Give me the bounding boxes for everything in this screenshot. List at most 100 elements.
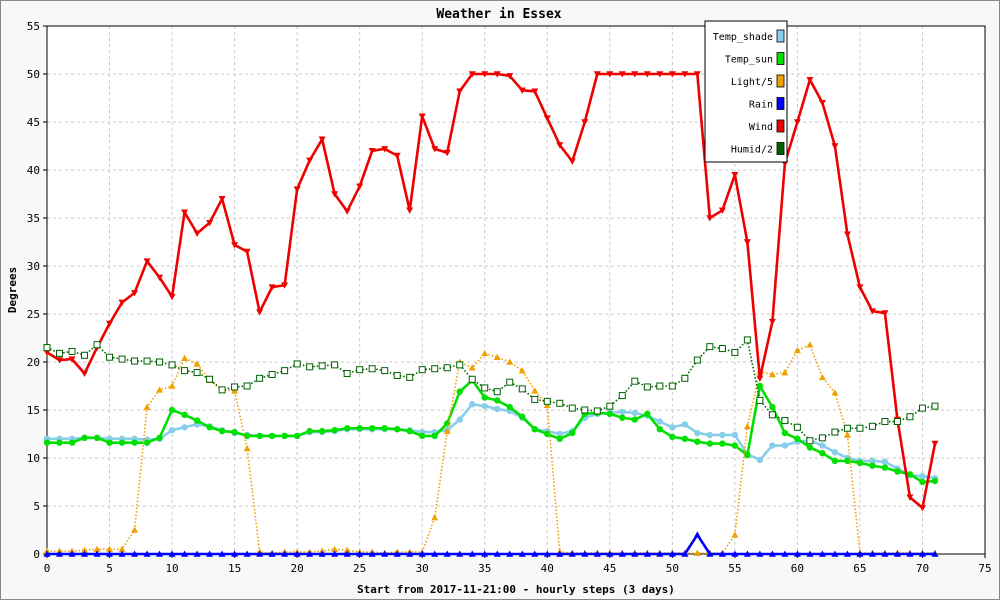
data-point: [494, 397, 501, 404]
data-point: [93, 434, 101, 442]
x-tick-label: 10: [165, 562, 178, 575]
data-point: [843, 431, 851, 438]
y-tick-label: 55: [27, 20, 40, 33]
y-tick-label: 35: [27, 212, 40, 225]
data-point: [481, 384, 489, 392]
data-point: [268, 370, 276, 378]
data-point: [556, 430, 563, 438]
legend-label: Rain: [749, 100, 773, 111]
data-point: [506, 403, 513, 411]
data-point: [806, 341, 814, 348]
data-point: [506, 378, 514, 386]
data-point: [881, 550, 889, 557]
grid: [47, 25, 986, 554]
data-point: [518, 385, 526, 393]
data-point: [331, 545, 339, 552]
data-point: [856, 284, 864, 291]
data-point: [231, 242, 239, 249]
data-point: [81, 546, 89, 553]
data-point: [456, 416, 463, 423]
data-point: [793, 550, 801, 557]
data-point: [768, 550, 776, 557]
x-tick-label: 20: [291, 562, 304, 575]
plot-area: [47, 26, 985, 554]
data-point: [393, 426, 401, 433]
y-tick-label: 0: [33, 548, 40, 561]
data-point: [719, 440, 726, 447]
data-point: [568, 550, 576, 557]
x-tick-label: 5: [106, 562, 113, 575]
data-point: [606, 550, 614, 557]
data-point: [156, 358, 164, 366]
x-tick-label: 30: [416, 562, 429, 575]
data-point: [168, 426, 176, 434]
data-point: [718, 207, 726, 214]
data-point: [844, 457, 851, 465]
data-point: [731, 172, 739, 179]
data-point: [531, 426, 538, 433]
data-point: [918, 404, 926, 412]
data-point: [544, 430, 551, 438]
x-tick-label: 50: [666, 562, 679, 575]
data-point: [743, 422, 751, 430]
data-point: [418, 113, 426, 120]
data-point: [281, 282, 289, 289]
data-point: [243, 550, 251, 557]
data-point: [256, 309, 264, 316]
data-point: [106, 439, 113, 446]
data-point: [669, 433, 676, 441]
data-point: [631, 71, 639, 78]
data-point: [43, 349, 51, 356]
data-point: [118, 545, 126, 552]
data-point: [631, 377, 639, 385]
data-point: [68, 347, 76, 355]
data-point: [931, 477, 939, 485]
data-point: [206, 375, 214, 383]
data-point: [481, 71, 489, 78]
data-point: [243, 382, 251, 390]
data-point: [619, 414, 626, 421]
data-point: [843, 424, 851, 432]
data-point: [56, 349, 64, 357]
data-point: [43, 344, 51, 352]
data-point: [919, 478, 926, 486]
data-point: [81, 351, 89, 359]
data-point: [693, 531, 701, 538]
data-point: [606, 402, 614, 410]
data-point: [868, 422, 876, 430]
data-point: [631, 550, 639, 557]
data-point: [831, 457, 839, 465]
data-point: [243, 444, 251, 452]
data-point: [268, 550, 276, 557]
legend-swatch: [776, 29, 785, 43]
data-point: [143, 357, 151, 365]
y-tick-label: 15: [27, 404, 40, 417]
data-point: [318, 550, 326, 557]
data-point: [356, 425, 363, 432]
data-point: [381, 550, 389, 557]
data-point: [419, 432, 426, 440]
x-tick-label: 65: [853, 562, 866, 575]
data-point: [93, 550, 101, 557]
data-point: [506, 358, 514, 365]
data-point: [131, 357, 139, 365]
data-point: [731, 431, 739, 439]
data-point: [806, 550, 814, 557]
data-point: [706, 550, 714, 557]
data-point: [206, 220, 214, 227]
data-point: [43, 550, 51, 557]
data-point: [856, 459, 864, 466]
data-point: [356, 550, 364, 557]
data-point: [618, 392, 626, 400]
data-point: [218, 427, 226, 435]
data-point: [743, 336, 751, 344]
data-point: [894, 468, 901, 475]
data-point: [443, 427, 451, 434]
data-point: [868, 550, 876, 557]
data-point: [806, 444, 814, 451]
data-point: [131, 550, 139, 557]
data-point: [718, 345, 726, 353]
data-point: [756, 382, 764, 390]
data-point: [881, 418, 889, 426]
data-point: [831, 389, 839, 396]
